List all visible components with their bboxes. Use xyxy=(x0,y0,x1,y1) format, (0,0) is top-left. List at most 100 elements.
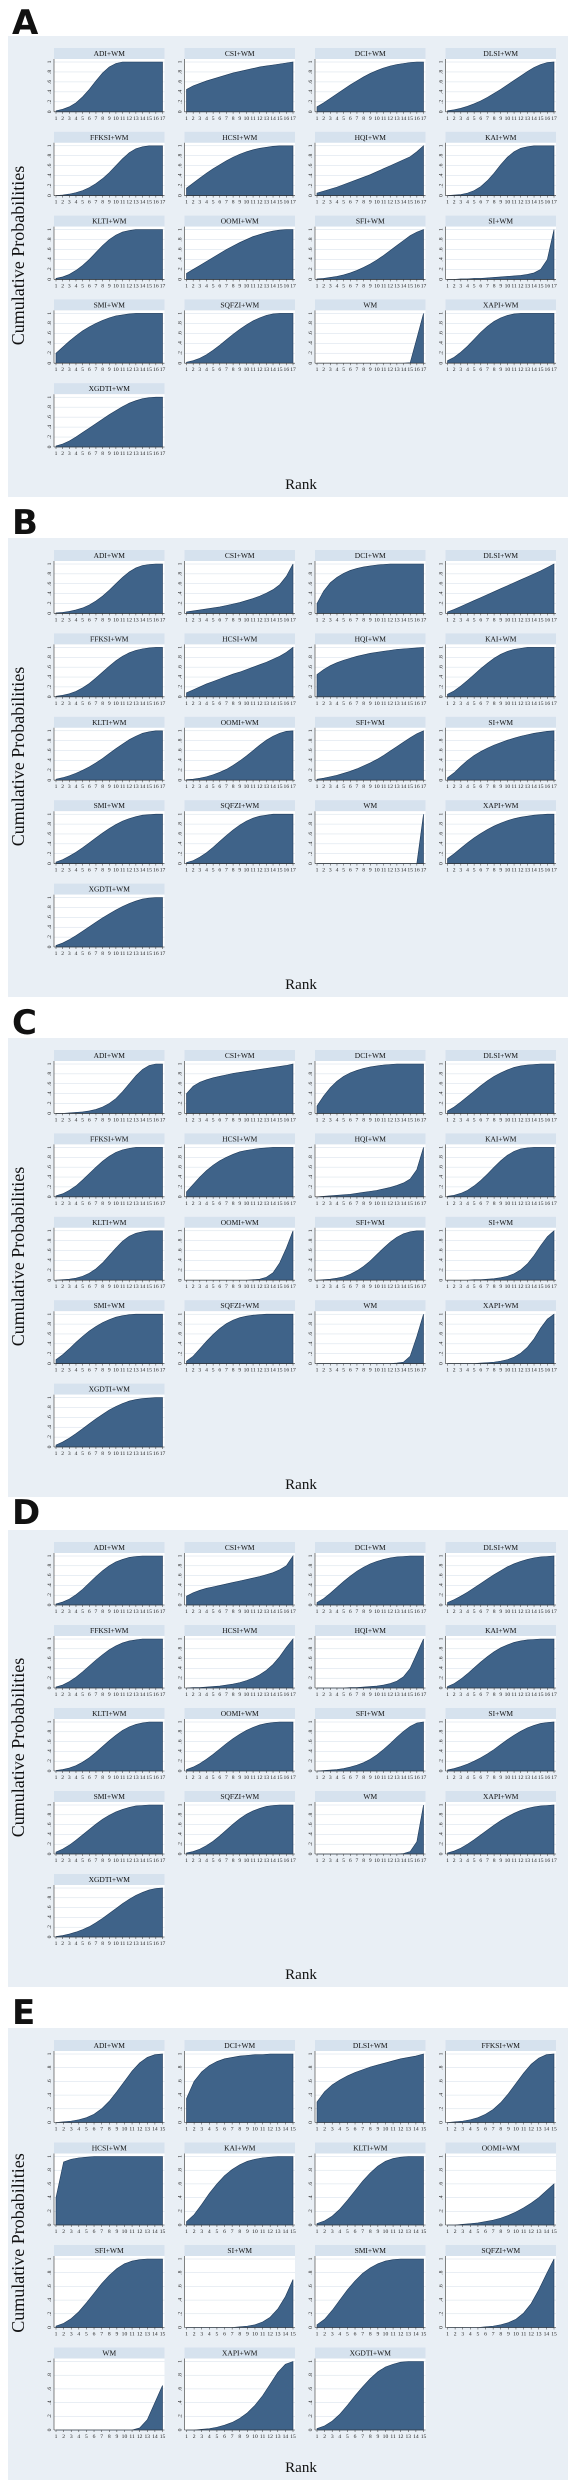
x-tick-label: 3 xyxy=(329,1201,332,1207)
x-tick-label: 7 xyxy=(225,1368,228,1374)
x-tick-label: 3 xyxy=(198,784,201,790)
x-tick-label: 14 xyxy=(270,784,276,790)
x-tick-label: 14 xyxy=(401,1858,407,1864)
x-tick-label: 7 xyxy=(95,1858,98,1864)
y-tick-label: .8 xyxy=(47,738,53,742)
x-tick-label: 8 xyxy=(232,1775,235,1781)
x-tick-label: 16 xyxy=(284,1284,290,1290)
x-tick-label: 13 xyxy=(405,2127,411,2133)
strip-title: KLTI+WM xyxy=(353,2144,388,2153)
y-tick-label: 1 xyxy=(178,2155,184,2158)
x-tick-label: 14 xyxy=(140,200,146,206)
x-tick-label: 7 xyxy=(225,200,228,206)
x-tick-label: 7 xyxy=(486,1609,489,1615)
y-tick-label: 0 xyxy=(47,1279,53,1282)
x-tick-label: 8 xyxy=(362,1775,365,1781)
y-tick-label: .8 xyxy=(47,70,53,74)
x-tick-label: 6 xyxy=(218,701,221,707)
y-tick-label: .8 xyxy=(308,1730,314,1734)
x-tick-label: 6 xyxy=(88,1201,91,1207)
x-tick-label: 6 xyxy=(88,1451,91,1457)
y-tick-label: 1 xyxy=(308,1554,314,1557)
y-tick-label: .6 xyxy=(439,1332,445,1336)
x-tick-label: 11 xyxy=(511,617,517,623)
x-tick-label: 3 xyxy=(459,701,462,707)
y-tick-label: 0 xyxy=(439,110,445,113)
x-tick-label: 6 xyxy=(218,1692,221,1698)
subplot-kai-wm: KAI+WM0.2.4.6.811 2 3 4 5 6 7 8 9 10 11 12 13 14 15 16 1… xyxy=(439,633,557,707)
y-tick-label: .8 xyxy=(308,1647,314,1651)
y-tick-label: .2 xyxy=(439,1185,445,1189)
cumulative-area xyxy=(316,563,424,614)
x-tick-label: 3 xyxy=(198,1368,201,1374)
x-tick-label: 12 xyxy=(257,116,263,122)
strip-header xyxy=(445,1216,556,1228)
x-tick-label: 14 xyxy=(270,701,276,707)
subplot-oomi-wm: OOMI+WM0.2.4.6.811 2 3 4 5 6 7 8 9 10 11 12 13 14 15 16… xyxy=(178,716,296,790)
y-tick-label: .6 xyxy=(178,665,184,669)
x-tick-label: 17 xyxy=(290,283,296,289)
x-tick-label: 11 xyxy=(120,617,126,623)
x-tick-label: 4 xyxy=(208,2434,211,2440)
x-tick-label: 10 xyxy=(244,784,250,790)
x-tick-label: 12 xyxy=(257,1692,263,1698)
x-tick-label: 13 xyxy=(144,2332,150,2338)
y-tick-label: .8 xyxy=(439,1813,445,1817)
x-tick-label: 7 xyxy=(95,1451,98,1457)
x-tick-label: 13 xyxy=(264,1692,270,1698)
x-tick-label: 3 xyxy=(68,1117,71,1123)
strip-title: HCSI+WM xyxy=(222,634,257,643)
cumulative-area xyxy=(447,313,555,364)
y-tick-label: 0 xyxy=(308,194,314,197)
x-tick-label: 14 xyxy=(140,1692,146,1698)
panel-letter: A xyxy=(12,3,39,43)
x-tick-label: 15 xyxy=(277,283,283,289)
x-tick-label: 16 xyxy=(284,283,290,289)
x-tick-label: 1 xyxy=(316,2229,319,2235)
x-tick-label: 6 xyxy=(88,116,91,122)
x-tick-label: 15 xyxy=(277,1368,283,1374)
y-tick-label: .2 xyxy=(439,1268,445,1272)
x-tick-label: 4 xyxy=(466,1609,469,1615)
y-tick-label: .6 xyxy=(178,247,184,251)
x-tick-label: 10 xyxy=(113,1858,119,1864)
x-tick-label: 10 xyxy=(113,617,119,623)
x-tick-label: 2 xyxy=(453,116,456,122)
cumulative-area xyxy=(55,1397,163,1448)
x-tick-label: 12 xyxy=(126,1284,132,1290)
y-tick-label: .6 xyxy=(47,1165,53,1169)
x-tick-label: 4 xyxy=(469,2127,472,2133)
x-tick-label: 17 xyxy=(290,1858,296,1864)
x-tick-label: 9 xyxy=(238,1368,241,1374)
strip-header xyxy=(54,2245,165,2256)
x-tick-label: 17 xyxy=(160,367,166,373)
cumulative-area xyxy=(316,1230,424,1281)
y-tick-label: .2 xyxy=(47,1842,53,1846)
x-tick-label: 16 xyxy=(545,1284,551,1290)
x-tick-label: 6 xyxy=(349,283,352,289)
y-tick-label: 0 xyxy=(47,2326,53,2329)
x-tick-label: 9 xyxy=(238,868,241,874)
x-tick-label: 16 xyxy=(284,701,290,707)
y-tick-label: 0 xyxy=(439,695,445,698)
x-tick-label: 14 xyxy=(401,1775,407,1781)
x-tick-label: 7 xyxy=(356,1609,359,1615)
x-tick-label: 15 xyxy=(277,868,283,874)
x-tick-label: 5 xyxy=(342,868,345,874)
x-tick-label: 13 xyxy=(525,1368,531,1374)
y-tick-label: .2 xyxy=(439,1593,445,1597)
cumulative-area xyxy=(447,647,555,698)
x-tick-label: 4 xyxy=(75,367,78,373)
strip-title: SMI+WM xyxy=(355,2246,387,2255)
y-tick-label: .6 xyxy=(47,1081,53,1085)
x-tick-label: 12 xyxy=(267,2229,273,2235)
strip-header xyxy=(445,1300,556,1312)
x-tick-label: 5 xyxy=(212,283,215,289)
x-tick-label: 10 xyxy=(513,2229,519,2235)
y-tick-label: .8 xyxy=(47,1730,53,1734)
x-tick-label: 11 xyxy=(120,283,126,289)
subplot-klti-wm: KLTI+WM0.2.4.6.811 2 3 4 5 6 7 8 9 10 11 12 13 14 15 16… xyxy=(47,1708,166,1781)
y-tick-label: 0 xyxy=(439,1603,445,1606)
x-tick-label: 11 xyxy=(511,1775,517,1781)
y-tick-label: 0 xyxy=(439,779,445,782)
